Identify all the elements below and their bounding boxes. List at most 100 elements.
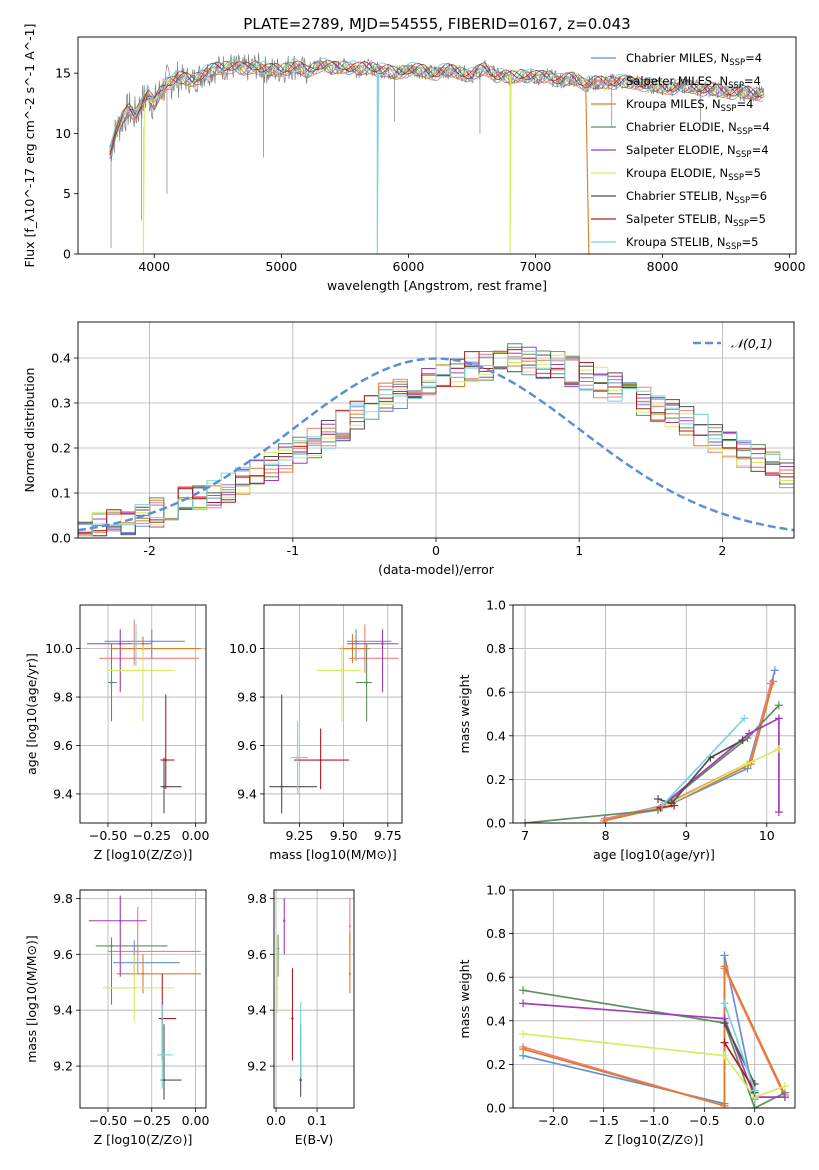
axes-frame — [512, 604, 796, 824]
data-point — [162, 1078, 166, 1082]
weight-marker — [600, 816, 609, 823]
weight-marker — [774, 744, 783, 753]
x-tick-label: 4000 — [138, 259, 170, 274]
weight-marker — [519, 999, 528, 1008]
data-point — [141, 669, 145, 672]
panel-mass-vs-Z: −0.50 −0.25 0.00 9.2 9.4 9.6 9.8 Z [log10(Z/Z⊙)… — [24, 889, 209, 1147]
weight-line-1 — [605, 683, 772, 820]
x-tick-label: 1 — [575, 543, 583, 558]
y-tick-label: 9.8 — [53, 891, 73, 906]
histogram-8 — [78, 350, 794, 538]
weight-marker — [738, 736, 747, 745]
model-spectrum-8 — [109, 57, 764, 151]
normal-curve — [78, 357, 794, 532]
x-axis-label: Z [log10(Z/Z⊙)] — [605, 1132, 704, 1147]
weight-marker — [720, 962, 729, 971]
y-tick-label: 9.6 — [53, 947, 73, 962]
weight-line-6 — [657, 739, 744, 805]
model-spectrum-2 — [109, 61, 763, 153]
weight-marker — [519, 986, 528, 995]
weight-line-8 — [661, 717, 745, 807]
weight-marker — [720, 999, 729, 1008]
y-tick-label: 0.2 — [486, 1057, 506, 1072]
weight-line-2 — [522, 965, 786, 1107]
y-tick-label: 0.8 — [486, 926, 506, 941]
plot-area — [78, 343, 794, 538]
x-tick-label: 0.0 — [266, 1113, 286, 1128]
y-tick-label: 0.6 — [486, 970, 506, 985]
model-spectrum-3 — [109, 59, 763, 148]
y-tick-label: 0.2 — [486, 772, 506, 787]
figure-title: PLATE=2789, MJD=54555, FIBERID=0167, z=0… — [243, 15, 630, 33]
weight-marker — [658, 801, 667, 810]
weight-marker — [774, 808, 783, 817]
model-drop — [509, 75, 512, 254]
weight-marker — [769, 677, 778, 686]
y-tick-label: 0.0 — [486, 816, 506, 831]
y-tick-label: 9.8 — [247, 891, 267, 906]
y-tick-label: 9.4 — [53, 786, 73, 801]
weight-marker — [745, 729, 754, 738]
weight-marker — [750, 1086, 759, 1095]
plot-area — [269, 624, 399, 814]
x-tick-label: 0.1 — [307, 1113, 327, 1128]
x-tick-label: 9.75 — [374, 828, 402, 843]
model-spectrum-6 — [109, 60, 763, 155]
y-tick-label: 9.8 — [237, 690, 257, 705]
y-tick-label: 0.1 — [51, 486, 71, 501]
y-tick-label: 9.6 — [53, 738, 73, 753]
data-point — [162, 785, 166, 788]
data-point — [296, 756, 299, 759]
x-tick-label: 2 — [718, 543, 726, 558]
model-drop — [142, 103, 145, 254]
weight-marker — [720, 1018, 729, 1027]
model-drop — [376, 70, 380, 254]
data-point — [291, 1017, 294, 1020]
axes-frame — [77, 321, 795, 539]
y-tick-label: 0.2 — [51, 441, 71, 456]
weight-marker — [774, 714, 783, 723]
weight-marker — [740, 714, 749, 723]
panel-residuals: -2 -1 0 1 2 0.0 0.1 0.2 0.3 0.4 (data-model)/error… — [22, 321, 795, 577]
weight-line-4 — [661, 717, 780, 813]
data-point — [164, 758, 167, 762]
x-tick-label: −0.25 — [133, 1113, 171, 1128]
data-point — [381, 642, 384, 645]
data-point — [283, 919, 286, 922]
data-point — [133, 986, 136, 990]
y-tick-label: 0.4 — [486, 728, 506, 743]
x-axis-label: mass [log10(M/M⊙)] — [269, 847, 397, 862]
x-tick-label: 6000 — [393, 259, 425, 274]
x-axis-label: Z [log10(Z/Z⊙)] — [94, 847, 193, 862]
weight-line-8 — [723, 1003, 756, 1091]
legend-label: Chabrier MILES, NSSP=4 — [626, 51, 762, 68]
data-point — [119, 919, 122, 922]
x-tick-label: 0.0 — [745, 1113, 765, 1128]
x-tick-label: 5000 — [265, 259, 297, 274]
y-tick-label: 10 — [55, 126, 71, 141]
data-point — [299, 1036, 302, 1040]
x-axis-label: wavelength [Angstrom, rest frame] — [327, 278, 547, 293]
y-axis-label: Normed distribution — [22, 368, 37, 493]
y-tick-label: 15 — [55, 66, 71, 81]
weight-marker — [720, 1101, 729, 1108]
y-tick-label: 5 — [63, 186, 71, 201]
plot-area — [519, 951, 789, 1108]
y-tick-label: 0 — [63, 247, 71, 262]
x-tick-label: 8 — [602, 828, 610, 843]
legend-label: 𝒩(0,1) — [731, 336, 773, 351]
data-point — [351, 647, 354, 650]
histogram-7 — [78, 349, 794, 538]
x-tick-label: 9000 — [774, 259, 806, 274]
x-tick-label: -2 — [143, 543, 155, 558]
y-axis-label: mass weight — [457, 959, 472, 1038]
data-point — [133, 657, 136, 660]
axes-frame — [79, 604, 207, 824]
x-tick-label: −0.25 — [133, 828, 171, 843]
legend-label: Salpeter STELIB, NSSP=5 — [626, 212, 766, 229]
legend-label: Salpeter ELODIE, NSSP=4 — [626, 143, 769, 160]
data-point — [319, 758, 322, 762]
panels: 4000 5000 6000 7000 8000 9000051015wavelength… — [22, 24, 806, 1147]
data-point — [354, 640, 358, 643]
